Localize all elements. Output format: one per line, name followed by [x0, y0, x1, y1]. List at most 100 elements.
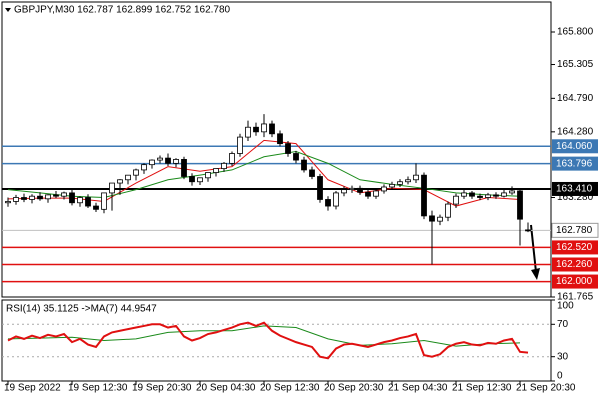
candle-body: [61, 192, 67, 197]
level-label: 164.060: [556, 141, 593, 152]
rsi-panel-frame: [1, 299, 552, 382]
candle-body: [493, 194, 499, 197]
candle-body: [93, 205, 99, 210]
candle-body: [469, 192, 475, 197]
candle-body: [381, 186, 387, 192]
candle-body: [237, 136, 243, 154]
candle-body: [13, 197, 19, 202]
candle-body: [109, 182, 115, 194]
rsi-tick-label: 70: [557, 319, 569, 330]
candle-body: [405, 179, 411, 183]
candle-body: [413, 174, 419, 181]
level-label: 163.410: [556, 184, 593, 195]
candle-body: [45, 194, 51, 200]
x-tick-label: 21 Sep 12:30: [452, 383, 512, 394]
candle-body: [485, 194, 491, 198]
candle-body: [477, 195, 483, 198]
level-box: [552, 156, 598, 171]
current-price-box: [551, 222, 599, 238]
level-box: [552, 274, 598, 289]
candle-body: [301, 159, 307, 171]
candle-body: [461, 192, 467, 197]
candle-body: [69, 192, 75, 204]
candle-body: [269, 123, 275, 135]
candle-body: [445, 203, 451, 218]
chart-title: GBPJPY,M30 162.787 162.899 162.752 162.7…: [14, 5, 231, 16]
candle-body: [181, 159, 187, 177]
y-tick-label: 161.765: [557, 292, 594, 303]
moving-average: [7, 151, 521, 199]
candle-body: [501, 192, 507, 197]
current-price-label: 162.780: [556, 225, 593, 236]
main-panel-frame: [1, 1, 552, 298]
level-box: [552, 181, 598, 196]
candle-body: [229, 153, 235, 164]
candle-body: [141, 164, 147, 171]
candle-body: [429, 215, 435, 222]
candle-body: [77, 197, 83, 204]
candle-body: [317, 176, 323, 200]
x-tick-label: 19 Sep 2022: [4, 383, 61, 394]
candle-body: [453, 195, 459, 205]
candle-body: [117, 179, 123, 184]
candle-body: [157, 157, 163, 161]
candle-body: [133, 169, 139, 176]
rsi-tick-label: 0: [557, 371, 563, 382]
x-tick-label: 21 Sep 04:30: [388, 383, 448, 394]
candle-body: [85, 197, 91, 207]
candle-body: [325, 199, 331, 207]
moving-average: [7, 139, 521, 207]
x-tick-label: 20 Sep 12:30: [260, 383, 320, 394]
candle-body: [165, 157, 171, 164]
level-label: 162.260: [556, 259, 593, 270]
candle-body: [213, 168, 219, 173]
level-box: [552, 139, 598, 154]
level-label: 163.796: [556, 158, 593, 169]
candle-body: [517, 190, 523, 220]
candle-body: [125, 174, 131, 181]
level-label: 162.000: [556, 276, 593, 287]
candle-body: [221, 162, 227, 170]
candle-body: [373, 190, 379, 197]
candle-body: [189, 176, 195, 183]
x-tick-label: 19 Sep 20:30: [132, 383, 192, 394]
y-tick-label: 164.280: [557, 126, 594, 137]
candle-body: [37, 195, 43, 200]
arrow-head: [531, 268, 540, 280]
level-label: 162.520: [556, 242, 593, 253]
y-tick-label: 163.280: [557, 192, 594, 203]
candle-body: [333, 192, 339, 207]
candle-body: [389, 183, 395, 188]
candle-body: [5, 201, 11, 204]
y-tick-label: 165.800: [557, 27, 594, 38]
candle-body: [53, 194, 59, 197]
candle-body: [277, 133, 283, 145]
candle-body: [365, 191, 371, 197]
candle-body: [437, 216, 443, 222]
x-tick-label: 21 Sep 20:30: [516, 383, 576, 394]
header-icon: [5, 8, 11, 12]
x-tick-label: 19 Sep 12:30: [68, 383, 128, 394]
candle-body: [173, 159, 179, 164]
candle-body: [197, 177, 203, 183]
candle-body: [21, 197, 27, 200]
candle-body: [285, 143, 291, 154]
candle-body: [421, 174, 427, 217]
candle-body: [309, 169, 315, 177]
candle-body: [397, 181, 403, 185]
candle-body: [293, 153, 299, 161]
rsi-ma-line: [7, 325, 521, 347]
rsi-tick-label: 30: [557, 351, 569, 362]
candle-body: [349, 187, 355, 191]
rsi-tick-label: 100: [557, 301, 574, 312]
candle-body: [525, 229, 531, 232]
x-tick-label: 20 Sep 20:30: [324, 383, 384, 394]
candle-body: [245, 126, 251, 138]
y-tick-label: 165.305: [557, 59, 594, 70]
candle-body: [261, 123, 267, 133]
candle-body: [101, 192, 107, 210]
candle-body: [149, 159, 155, 166]
candle-body: [357, 187, 363, 193]
